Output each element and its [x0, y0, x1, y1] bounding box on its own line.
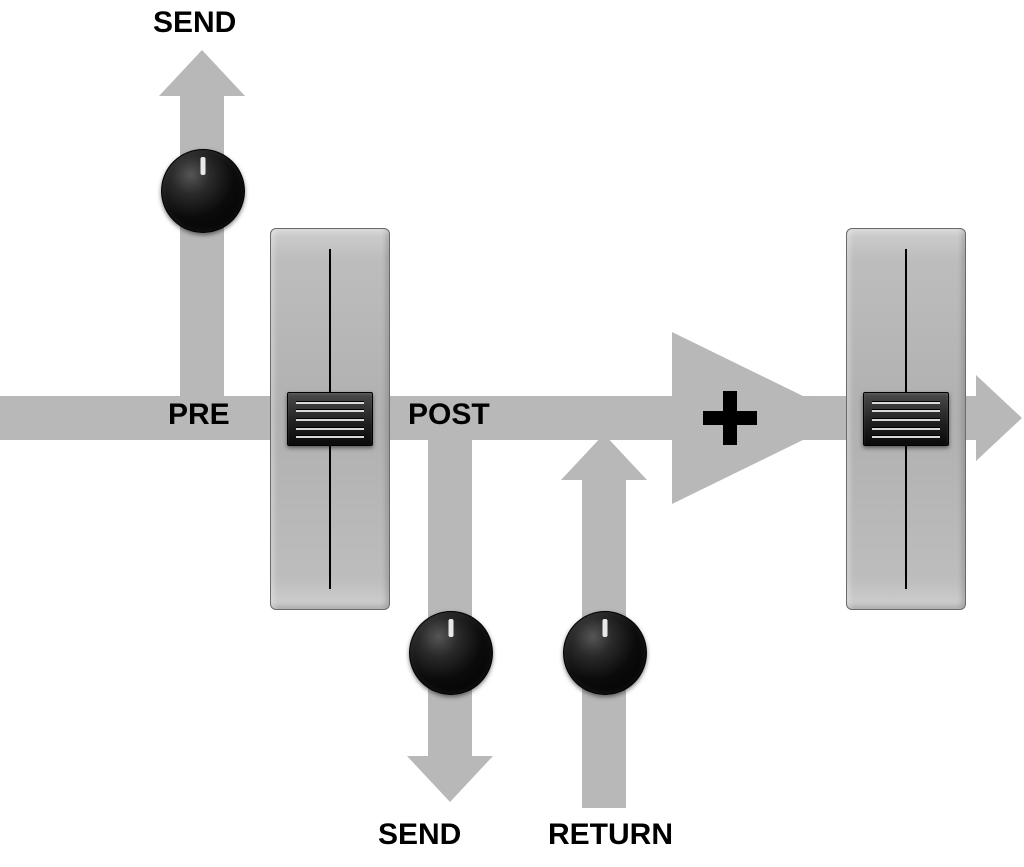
label-return: RETURN	[548, 818, 673, 852]
master-fader[interactable]	[846, 228, 966, 610]
master-fader-cap[interactable]	[863, 392, 949, 446]
summing-amp	[672, 332, 848, 504]
pre-send-knob[interactable]	[161, 149, 245, 233]
channel-fader[interactable]	[270, 228, 390, 610]
label-pre: PRE	[168, 398, 230, 432]
label-send-top: SEND	[153, 6, 236, 40]
return-knob[interactable]	[563, 611, 647, 695]
pre-send-branch-arrow	[159, 50, 245, 96]
channel-fader-cap[interactable]	[287, 392, 373, 446]
pre-send-branch	[180, 96, 224, 396]
return-branch-arrow	[561, 434, 647, 480]
post-send-knob[interactable]	[409, 611, 493, 695]
label-post: POST	[408, 398, 490, 432]
post-send-branch-arrow	[407, 756, 493, 802]
signal-flow-diagram: SEND PRE POST SEND RETURN	[0, 0, 1024, 867]
label-send-bot: SEND	[378, 818, 461, 852]
post-send-branch	[428, 440, 472, 756]
output-arrow	[976, 375, 1022, 461]
